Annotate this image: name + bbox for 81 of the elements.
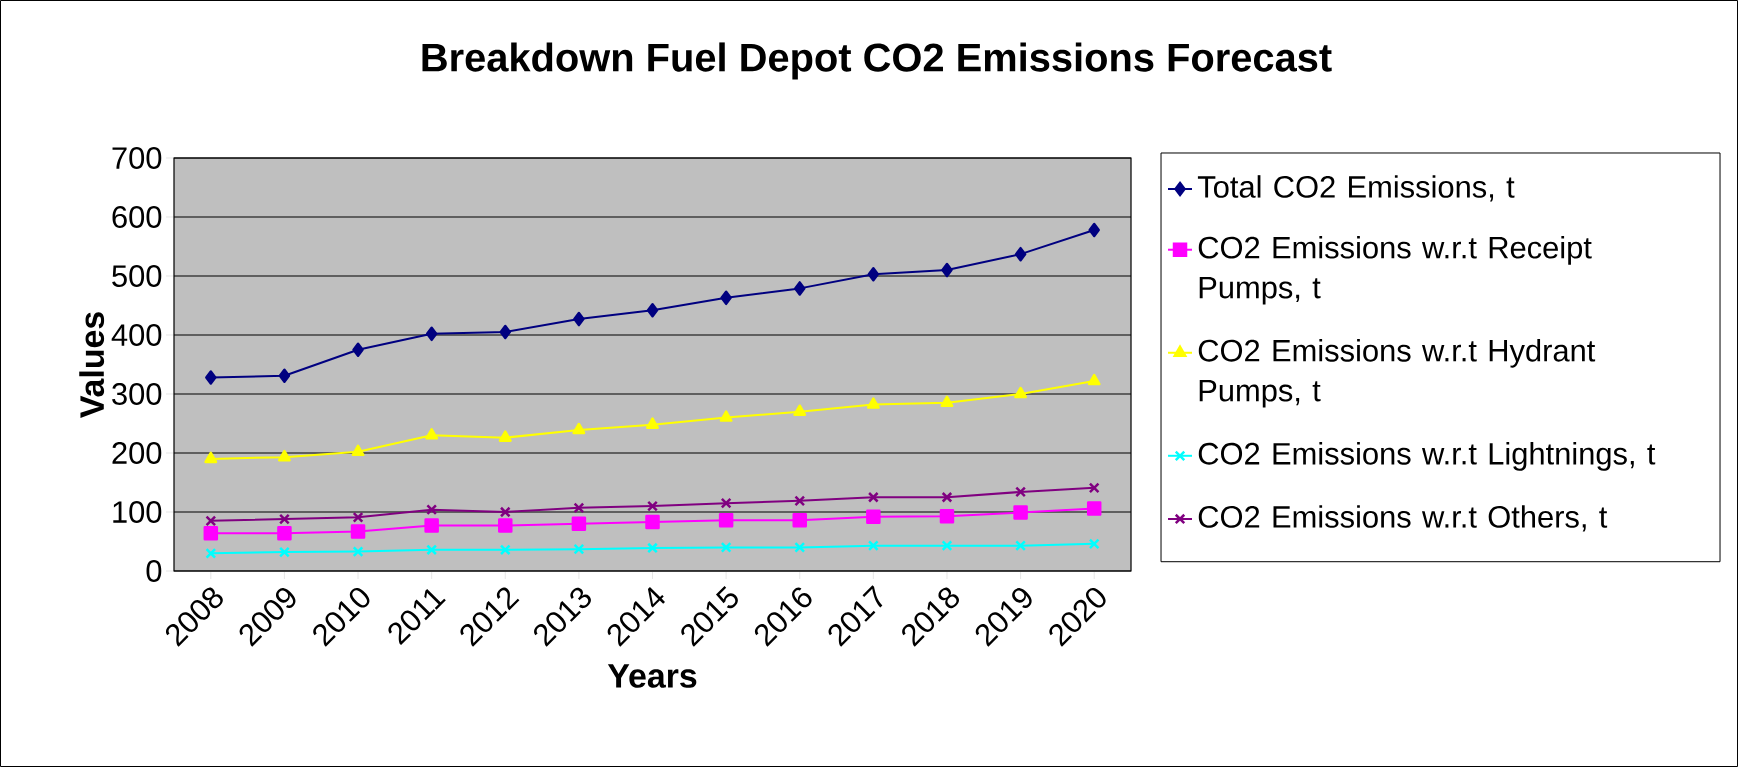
point — [350, 524, 366, 539]
point — [204, 451, 218, 464]
point — [1015, 486, 1027, 498]
point — [646, 417, 659, 429]
point — [647, 542, 658, 554]
point — [941, 540, 953, 552]
point — [720, 497, 732, 509]
point — [277, 525, 292, 541]
x-axis-title: Years — [607, 664, 697, 688]
legend-label: CO2 Emissions w.r.t Receipt Pumps, t — [1198, 235, 1592, 305]
point — [573, 311, 585, 327]
point — [720, 290, 732, 306]
point — [572, 422, 586, 435]
point — [1086, 501, 1102, 516]
point — [866, 509, 881, 524]
point — [1013, 505, 1028, 520]
point — [499, 506, 511, 518]
point — [719, 410, 733, 422]
point — [793, 281, 806, 296]
point — [794, 541, 806, 553]
point — [647, 500, 658, 512]
y-tick-label: 300 — [112, 383, 162, 405]
y-tick-label: 600 — [112, 206, 162, 228]
point — [941, 491, 953, 503]
point — [203, 525, 219, 541]
legend-label: CO2 Emissions w.r.t Hydrant Pumps, t — [1198, 338, 1596, 408]
point — [941, 262, 953, 278]
point — [352, 511, 364, 523]
point — [1015, 540, 1027, 552]
point — [278, 368, 291, 383]
point — [867, 491, 879, 503]
point — [793, 404, 807, 416]
point — [351, 444, 365, 457]
point — [205, 515, 217, 527]
point — [720, 541, 732, 553]
point — [278, 546, 290, 558]
y-tick-label: 700 — [112, 147, 162, 169]
point — [1087, 373, 1101, 386]
point — [499, 544, 511, 556]
point — [718, 513, 734, 528]
point — [645, 514, 660, 530]
legend-label: CO2 Emissions w.r.t Others, t — [1198, 505, 1608, 532]
y-tick-label: 200 — [112, 442, 162, 464]
point — [646, 302, 659, 318]
point — [940, 395, 954, 408]
point — [498, 518, 513, 533]
point — [573, 543, 585, 555]
point — [499, 324, 512, 340]
point — [426, 504, 438, 516]
point — [867, 266, 880, 282]
y-tick-label: 400 — [111, 324, 162, 346]
point — [498, 430, 512, 442]
point — [352, 342, 364, 357]
point — [278, 513, 290, 525]
point — [205, 547, 217, 559]
point — [792, 513, 807, 528]
point — [425, 326, 438, 342]
point — [426, 544, 438, 556]
y-tick-label: 0 — [146, 560, 162, 582]
legend-label: Total CO2 Emissions, t — [1197, 175, 1515, 202]
point — [352, 546, 364, 558]
point — [1088, 222, 1100, 238]
point — [1014, 246, 1027, 262]
point — [794, 495, 806, 507]
point — [866, 397, 880, 409]
point — [424, 518, 439, 533]
point — [571, 516, 587, 532]
point — [1088, 482, 1100, 494]
point — [277, 449, 291, 462]
point — [1014, 386, 1028, 399]
point — [205, 370, 217, 385]
point — [425, 428, 439, 440]
y-tick-label: 500 — [112, 265, 162, 287]
point — [1088, 538, 1100, 550]
legend-label: CO2 Emissions w.r.t Lightnings, t — [1198, 441, 1656, 471]
y-tick-label: 100 — [113, 501, 162, 523]
point — [939, 508, 955, 524]
point — [573, 502, 585, 514]
point — [867, 540, 879, 552]
y-axis-title: Values — [79, 312, 105, 418]
chart-title: Breakdown Fuel Depot CO2 Emissions Forecast — [422, 42, 1332, 80]
